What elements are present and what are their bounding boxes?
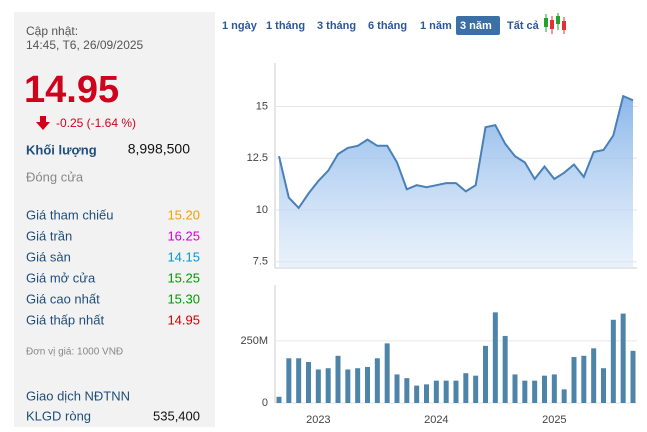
net-value: 535,400 — [153, 408, 200, 423]
down-arrow — [36, 116, 50, 130]
volume-bar — [542, 375, 547, 403]
row-value: 15.30 — [167, 291, 200, 306]
row-value: 14.95 — [167, 312, 200, 327]
volume-bar — [394, 374, 400, 403]
volume-bar — [345, 369, 351, 403]
volume-bar — [374, 358, 380, 403]
volume-bar — [492, 312, 498, 403]
volume-bar — [463, 373, 469, 403]
volume-bar — [365, 366, 370, 403]
close-label: Đóng cửa — [26, 169, 84, 184]
volume-bar — [286, 358, 292, 403]
volume-bar — [384, 343, 390, 403]
volume-bar — [581, 355, 587, 403]
volume-bar — [512, 374, 518, 403]
row-value: 16.25 — [167, 228, 200, 243]
row-label: Giá trần — [26, 228, 72, 243]
y-tick-label: 15 — [256, 100, 268, 112]
volume-bar — [335, 355, 341, 403]
volume-bar — [610, 319, 616, 403]
change: -0.25 (-1.64 %) — [56, 116, 136, 130]
volume-bar — [296, 358, 302, 403]
timeframe-selected-bg — [456, 16, 500, 35]
price-line — [278, 94, 634, 210]
price-area — [279, 96, 633, 268]
timeframe-button[interactable]: 3 năm — [460, 20, 492, 32]
volume-bar — [483, 345, 488, 403]
row-label: Giá mở cửa — [26, 270, 96, 285]
candle-icon — [544, 13, 566, 34]
x-tick-label: 2024 — [424, 414, 448, 426]
timeframe-button[interactable]: 6 tháng — [368, 20, 407, 32]
row-label: Giá sàn — [26, 249, 71, 264]
volume-bar — [443, 380, 449, 403]
net-label: KLGD ròng — [26, 408, 91, 423]
volume-bar — [433, 380, 439, 403]
y-tick-label: 250M — [240, 335, 268, 347]
volume-bar — [453, 380, 459, 403]
row-label: Giá cao nhất — [26, 291, 100, 306]
updated-label: Cập nhật: — [26, 24, 78, 38]
row-label: Giá tham chiếu — [26, 207, 113, 222]
timeframe-button[interactable]: Tất cả — [507, 20, 540, 32]
x-tick-label: 2023 — [306, 414, 330, 426]
y-tick-label: 10 — [256, 204, 268, 216]
volume-bar — [404, 378, 410, 403]
volume-bar — [306, 362, 311, 403]
unit-note: Đơn vị giá: 1000 VNĐ — [26, 347, 123, 358]
volume-bar — [315, 369, 321, 403]
timeframe-button[interactable]: 1 tháng — [266, 20, 305, 32]
y-tick-label: 12.5 — [247, 152, 268, 164]
volume-bar — [551, 374, 557, 403]
price: 14.95 — [24, 69, 119, 111]
volume-bar — [620, 313, 626, 403]
volume-value: 8,998,500 — [128, 141, 190, 157]
volume-bar — [532, 380, 538, 403]
volume-bar — [325, 368, 331, 403]
volume-bar — [355, 368, 361, 403]
info-panel — [14, 12, 215, 427]
x-tick-label: 2025 — [542, 414, 566, 426]
volume-bar — [502, 335, 508, 403]
volume-bar — [276, 396, 282, 403]
volume-label: Khối lượng — [26, 142, 97, 157]
volume-bar — [601, 368, 606, 403]
y-tick-label: 0 — [262, 397, 268, 409]
updated-time: 14:45, T6, 26/09/2025 — [26, 38, 144, 52]
timeframe-button[interactable]: 1 ngày — [222, 20, 258, 32]
volume-bar — [414, 385, 420, 403]
volume-bar — [473, 375, 479, 403]
row-value: 14.15 — [167, 249, 200, 264]
volume-bar — [630, 350, 636, 403]
volume-bar — [571, 357, 577, 403]
volume-bar — [424, 384, 429, 403]
row-label: Giá thấp nhất — [26, 312, 104, 327]
volume-bar — [522, 380, 528, 403]
y-tick-label: 7.5 — [253, 256, 268, 268]
volume-bar — [591, 348, 597, 403]
timeframe-button[interactable]: 1 năm — [420, 20, 452, 32]
timeframe-button[interactable]: 3 tháng — [317, 20, 356, 32]
volume-bar — [561, 389, 567, 403]
row-value: 15.25 — [167, 270, 200, 285]
row-value: 15.20 — [167, 207, 200, 222]
foreign-title: Giao dịch NĐTNN — [26, 388, 130, 403]
